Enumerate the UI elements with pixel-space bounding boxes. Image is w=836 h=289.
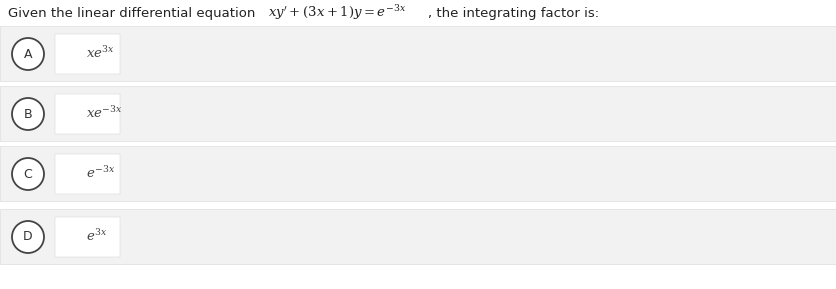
Text: $xe^{3x}$: $xe^{3x}$ xyxy=(85,45,115,61)
Text: $xe^{-3x}$: $xe^{-3x}$ xyxy=(85,105,122,121)
FancyBboxPatch shape xyxy=(0,209,836,264)
FancyBboxPatch shape xyxy=(55,154,120,194)
FancyBboxPatch shape xyxy=(0,26,836,81)
Circle shape xyxy=(12,158,44,190)
Text: $e^{-3x}$: $e^{-3x}$ xyxy=(85,165,115,181)
FancyBboxPatch shape xyxy=(55,34,120,74)
FancyBboxPatch shape xyxy=(55,217,120,257)
FancyBboxPatch shape xyxy=(0,86,836,141)
Text: Given the linear differential equation: Given the linear differential equation xyxy=(8,8,260,21)
FancyBboxPatch shape xyxy=(55,94,120,134)
Circle shape xyxy=(12,98,44,130)
Text: C: C xyxy=(23,168,33,181)
Text: $e^{3x}$: $e^{3x}$ xyxy=(85,228,107,244)
Text: A: A xyxy=(23,47,33,60)
Circle shape xyxy=(12,38,44,70)
Text: $xy'+(3x+1)y=e^{-3x}$: $xy'+(3x+1)y=e^{-3x}$ xyxy=(268,3,406,23)
Text: B: B xyxy=(23,108,33,121)
FancyBboxPatch shape xyxy=(0,146,836,201)
Text: , the integrating factor is:: , the integrating factor is: xyxy=(428,8,599,21)
Circle shape xyxy=(12,221,44,253)
Text: D: D xyxy=(23,231,33,244)
